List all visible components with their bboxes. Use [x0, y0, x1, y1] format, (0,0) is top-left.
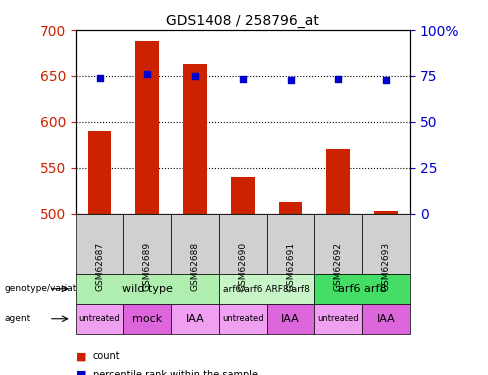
Point: [96, 75, 103, 81]
Text: ■: ■: [76, 351, 86, 361]
Bar: [87, 131, 111, 214]
Text: IAA: IAA: [281, 314, 300, 324]
Text: GSM62691: GSM62691: [286, 242, 295, 291]
Text: GSM62687: GSM62687: [95, 242, 104, 291]
Point: [239, 76, 246, 82]
Text: mock: mock: [132, 314, 163, 324]
Bar: [326, 149, 350, 214]
Point: [382, 76, 390, 82]
Text: untreated: untreated: [79, 314, 121, 323]
Text: ■: ■: [76, 370, 86, 375]
Text: genotype/variation: genotype/variation: [5, 284, 91, 293]
Text: arf6 arf8: arf6 arf8: [338, 284, 386, 294]
Text: count: count: [93, 351, 121, 361]
Bar: [135, 41, 159, 214]
Bar: [374, 211, 398, 214]
Text: IAA: IAA: [185, 314, 204, 324]
Text: GSM62693: GSM62693: [382, 242, 390, 291]
Point: [191, 73, 199, 79]
Point: [143, 71, 151, 77]
Bar: [183, 64, 207, 214]
Text: IAA: IAA: [377, 314, 395, 324]
Text: untreated: untreated: [222, 314, 264, 323]
Text: agent: agent: [5, 314, 31, 323]
Text: percentile rank within the sample: percentile rank within the sample: [93, 370, 258, 375]
Text: untreated: untreated: [318, 314, 359, 323]
Bar: [231, 177, 255, 214]
Title: GDS1408 / 258796_at: GDS1408 / 258796_at: [166, 13, 319, 28]
Text: GSM62688: GSM62688: [190, 242, 200, 291]
Bar: [279, 202, 303, 214]
Text: GSM62692: GSM62692: [334, 242, 343, 291]
Point: [334, 76, 342, 82]
Text: GSM62690: GSM62690: [238, 242, 247, 291]
Text: GSM62689: GSM62689: [143, 242, 152, 291]
Text: wild type: wild type: [122, 284, 173, 294]
Point: [286, 76, 294, 82]
Text: arf6/arf6 ARF8/arf8: arf6/arf6 ARF8/arf8: [223, 284, 310, 293]
